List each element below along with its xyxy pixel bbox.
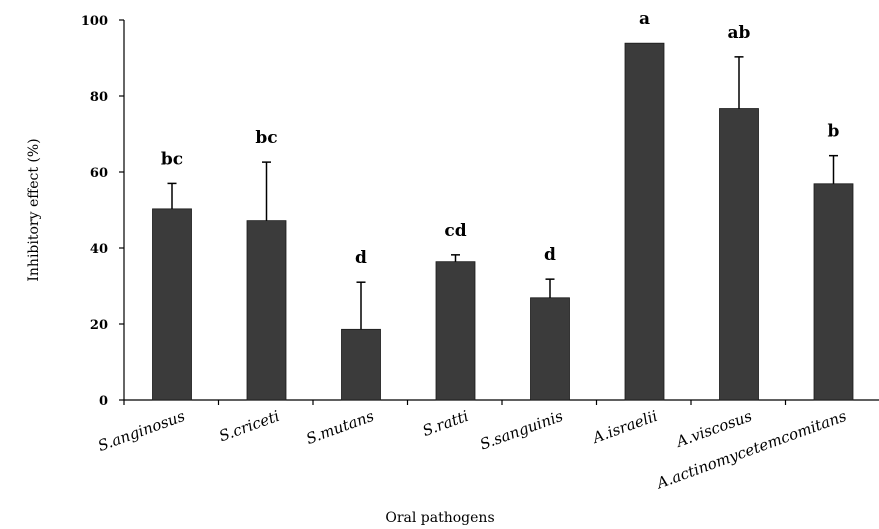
x-ticks (123, 400, 787, 405)
bar (813, 183, 854, 401)
y-tick-label: 100 (81, 14, 108, 29)
category-label: A.israelii (588, 407, 660, 448)
significance-label: ab (728, 23, 751, 43)
category-label: S.mutans (304, 407, 377, 448)
bar (435, 261, 476, 401)
bar (719, 108, 759, 401)
significance-labels: bc bc d cd d a ab b (161, 9, 840, 268)
y-axis-title: Inhibitory effect (%) (26, 138, 42, 281)
x-axis-title: Oral pathogens (385, 510, 494, 526)
bar (530, 297, 570, 401)
significance-label: cd (444, 221, 466, 241)
significance-label: bc (255, 128, 277, 148)
error-bars (167, 56, 838, 330)
significance-label: bc (161, 149, 183, 169)
bar (152, 208, 192, 401)
y-tick-label: 60 (90, 166, 108, 181)
bars (152, 42, 854, 401)
category-label: S.criceti (217, 407, 283, 446)
y-tick-label: 20 (90, 318, 108, 333)
category-label: S.sanguinis (477, 407, 565, 454)
y-tick-label: 80 (90, 90, 108, 105)
significance-label: a (639, 9, 650, 29)
y-tick-label: 0 (99, 394, 108, 409)
y-tick-label: 40 (90, 242, 108, 257)
bar (624, 42, 665, 401)
significance-label: d (544, 245, 556, 265)
significance-label: b (828, 122, 840, 142)
category-label: S.ratti (420, 407, 471, 440)
category-labels: S.anginosus S.criceti S.mutans S.ratti S.san… (95, 407, 849, 493)
significance-label: d (355, 248, 367, 268)
y-ticks: 0 20 40 60 80 100 (81, 14, 124, 409)
category-label: S.anginosus (95, 407, 187, 455)
bar (246, 220, 287, 401)
bar (341, 328, 381, 401)
